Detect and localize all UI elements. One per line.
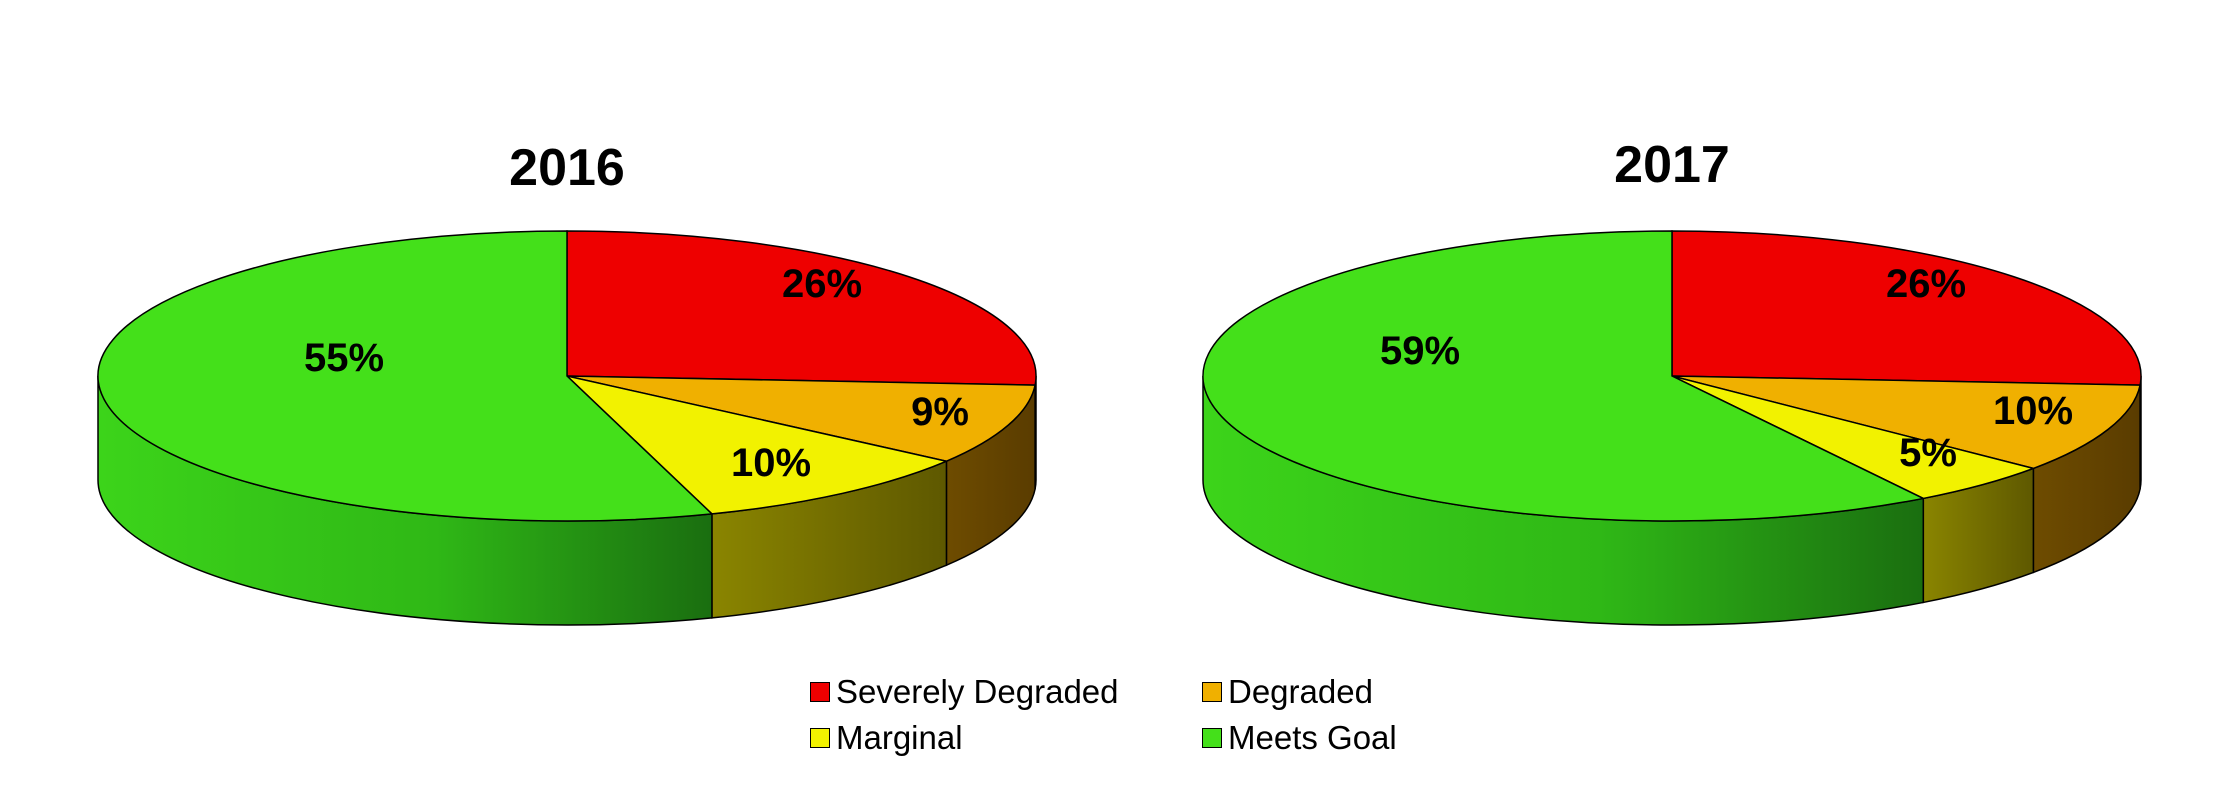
data-label-severely-degraded: 26% [1886, 262, 1966, 306]
legend-swatch-severely-degraded [810, 682, 830, 702]
slice-degraded [1671, 375, 2141, 470]
data-label-degraded: 9% [911, 390, 969, 434]
data-label-marginal: 5% [1899, 431, 1957, 475]
slice-severely-degraded [566, 230, 1037, 386]
data-label-marginal: 10% [731, 441, 811, 485]
legend-label: Marginal [836, 719, 963, 756]
legend-item-marginal: Marginal [810, 719, 1202, 757]
pie-2016: 2016 26% 9% 10% 55% [97, 139, 1037, 626]
data-label-severely-degraded: 26% [782, 262, 862, 306]
data-label-meets-goal: 55% [304, 336, 384, 380]
pie-2017: 2017 26% 10% 5% 59% [1202, 136, 2142, 626]
slice-meets-goal [1202, 230, 1926, 522]
slice-marginal [1671, 375, 2036, 500]
legend-label: Degraded [1228, 673, 1373, 710]
legend-swatch-meets-goal [1202, 728, 1222, 748]
legend-item-degraded: Degraded [1202, 673, 1450, 711]
legend-label: Severely Degraded [836, 673, 1119, 710]
slice-degraded [566, 375, 1036, 463]
legend-label: Meets Goal [1228, 719, 1397, 756]
chart-title: 2017 [1614, 136, 1730, 194]
slice-severely-degraded [1671, 230, 2142, 386]
legend: Severely Degraded Degraded Marginal Meet… [810, 673, 1450, 757]
legend-item-severely-degraded: Severely Degraded [810, 673, 1202, 711]
slice-marginal [564, 374, 949, 515]
data-label-meets-goal: 59% [1380, 329, 1460, 373]
data-label-degraded: 10% [1993, 389, 2073, 433]
chart-title: 2016 [509, 139, 625, 197]
legend-swatch-degraded [1202, 682, 1222, 702]
slice-meets-goal [97, 230, 714, 522]
legend-item-meets-goal: Meets Goal [1202, 719, 1450, 757]
legend-swatch-marginal [810, 728, 830, 748]
